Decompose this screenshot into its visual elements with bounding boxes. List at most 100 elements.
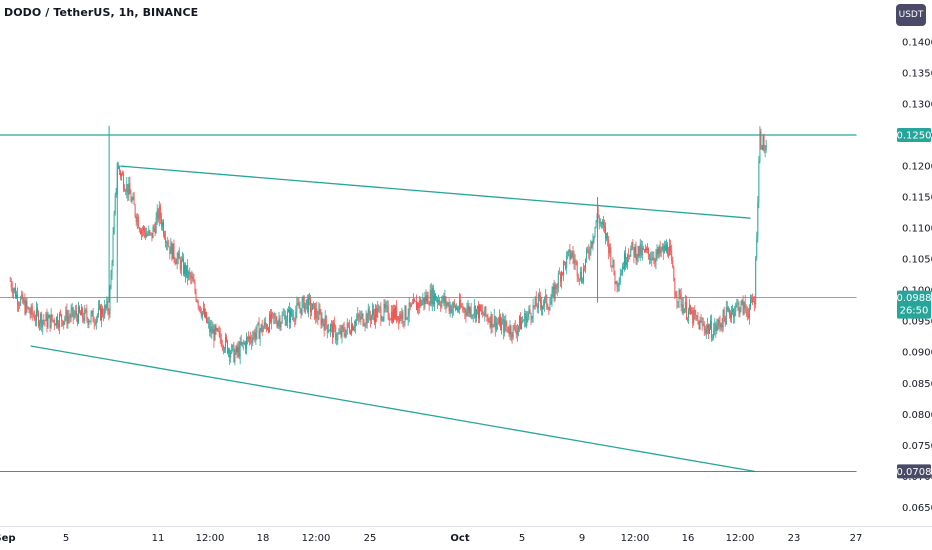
candle-body bbox=[147, 234, 149, 235]
candle-body bbox=[293, 315, 295, 320]
candle-body bbox=[227, 340, 228, 354]
candle-body bbox=[513, 325, 515, 326]
candle-body bbox=[171, 242, 173, 260]
candle-body bbox=[736, 303, 738, 305]
candle-body bbox=[417, 303, 419, 311]
candle-body bbox=[333, 323, 335, 338]
candle-body bbox=[373, 309, 374, 315]
candle-body bbox=[25, 301, 27, 314]
candle-body bbox=[644, 248, 646, 252]
candle-body bbox=[138, 227, 140, 231]
x-tick-label: 27 bbox=[850, 533, 863, 544]
candle-body bbox=[754, 301, 756, 305]
candle-body bbox=[469, 307, 471, 314]
candle-body bbox=[465, 312, 467, 316]
lower-trendline[interactable] bbox=[30, 345, 755, 473]
candle-body bbox=[112, 233, 114, 263]
candle-body bbox=[759, 131, 761, 162]
candle-body bbox=[462, 306, 464, 310]
candle-body bbox=[494, 316, 496, 330]
candle-body bbox=[468, 305, 470, 314]
candle-body bbox=[296, 302, 298, 312]
candle-body bbox=[649, 254, 651, 260]
candle-body bbox=[512, 325, 514, 338]
candle-body bbox=[215, 325, 217, 331]
candle-body bbox=[261, 324, 263, 332]
candle-body bbox=[578, 278, 580, 280]
candle-body bbox=[549, 304, 551, 311]
candle-body bbox=[502, 319, 504, 322]
currency-button[interactable]: USDT bbox=[896, 4, 926, 26]
candle-body bbox=[654, 260, 656, 263]
support-price-label[interactable]: 0.0708 bbox=[897, 464, 932, 479]
candle-body bbox=[131, 199, 133, 202]
candle-body bbox=[749, 298, 751, 309]
candle-body bbox=[522, 321, 524, 322]
candle-body bbox=[562, 272, 563, 275]
candle-body bbox=[724, 317, 726, 325]
candle-body bbox=[471, 315, 473, 317]
candle-body bbox=[685, 301, 687, 319]
candle-body bbox=[745, 308, 747, 310]
candle-body bbox=[97, 307, 99, 315]
candle-body bbox=[247, 337, 248, 339]
candle-body bbox=[626, 262, 627, 265]
candle-body bbox=[197, 301, 199, 307]
candle-body bbox=[48, 314, 50, 319]
candle-body bbox=[623, 253, 625, 269]
candle-body bbox=[646, 248, 647, 250]
candle-body bbox=[420, 299, 422, 306]
candle-body bbox=[14, 287, 16, 298]
candle-body bbox=[516, 329, 518, 335]
candle-body bbox=[142, 230, 143, 231]
candle-body bbox=[370, 315, 372, 321]
candle-body bbox=[265, 324, 267, 330]
candle-body bbox=[704, 329, 706, 334]
candle-body bbox=[689, 305, 690, 311]
candle-body bbox=[641, 247, 643, 256]
candle-body bbox=[602, 221, 604, 226]
candle-body bbox=[485, 306, 487, 316]
candle-body bbox=[392, 309, 394, 322]
candle-body bbox=[280, 322, 282, 328]
upper-trendline[interactable] bbox=[120, 165, 751, 219]
candles bbox=[9, 125, 767, 366]
candle-body bbox=[692, 310, 694, 324]
candle-body bbox=[737, 303, 739, 304]
candle-body bbox=[149, 230, 151, 233]
candle-body bbox=[90, 313, 92, 321]
candle-body bbox=[214, 325, 216, 341]
candle-body bbox=[355, 320, 357, 327]
resistance-price-label[interactable]: 0.1250 bbox=[897, 128, 932, 143]
candle-body bbox=[511, 335, 513, 338]
candle-body bbox=[446, 304, 448, 306]
candle-body bbox=[229, 349, 231, 358]
candle-body bbox=[201, 311, 203, 317]
candle-body bbox=[432, 287, 434, 305]
candle-body bbox=[388, 318, 390, 320]
candle-body bbox=[555, 284, 557, 289]
candle-body bbox=[753, 301, 755, 303]
candle-body bbox=[455, 307, 457, 310]
candle-body bbox=[440, 304, 442, 307]
candle-body bbox=[731, 312, 732, 318]
candle-body bbox=[748, 308, 750, 318]
candle-body bbox=[75, 311, 77, 317]
candle-body bbox=[320, 313, 322, 325]
candle-body bbox=[140, 230, 142, 234]
candle-body bbox=[39, 322, 41, 326]
candle-body bbox=[667, 244, 668, 255]
candle-body bbox=[10, 281, 12, 288]
candle-body bbox=[451, 308, 453, 313]
candle-body bbox=[250, 336, 252, 341]
candle-body bbox=[275, 316, 277, 323]
candle-body bbox=[281, 315, 283, 323]
candle-body bbox=[128, 183, 130, 196]
current-price-label[interactable]: 0.0988 26:50 bbox=[897, 290, 932, 319]
candle-body bbox=[520, 316, 521, 330]
candle-body bbox=[255, 333, 257, 340]
candle-body bbox=[762, 136, 764, 150]
